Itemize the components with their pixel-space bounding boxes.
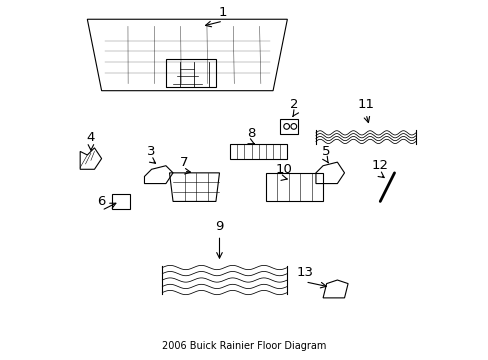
Text: 2: 2 bbox=[290, 99, 298, 112]
Text: 12: 12 bbox=[371, 159, 388, 172]
Text: 1: 1 bbox=[218, 6, 227, 19]
Text: 6: 6 bbox=[97, 195, 105, 208]
Text: 9: 9 bbox=[215, 220, 223, 233]
Text: 4: 4 bbox=[86, 131, 95, 144]
Text: 2006 Buick Rainier Floor Diagram: 2006 Buick Rainier Floor Diagram bbox=[162, 342, 326, 351]
Text: 7: 7 bbox=[179, 156, 188, 168]
Text: 11: 11 bbox=[357, 99, 374, 112]
Text: 3: 3 bbox=[147, 145, 156, 158]
Text: 8: 8 bbox=[247, 127, 255, 140]
Text: 13: 13 bbox=[296, 266, 313, 279]
Text: 10: 10 bbox=[275, 163, 292, 176]
Text: 5: 5 bbox=[322, 145, 330, 158]
